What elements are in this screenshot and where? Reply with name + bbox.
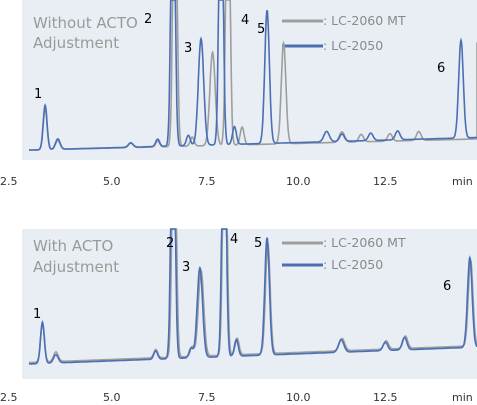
panel-2-title-line-1: With ACTO [33, 237, 113, 255]
panel-2-xtick-7-5: 7.5 [198, 391, 216, 404]
panel-1-legend-label-lc2050: : LC-2050 [323, 38, 383, 53]
panel-2-title-line-2: Adjustment [33, 258, 119, 276]
panel-1-peak-label-4: 4 [241, 13, 249, 28]
panel-2-peak-label-3: 3 [182, 260, 190, 275]
panel-1-xtick-5-0: 5.0 [103, 175, 121, 188]
panel-2-xtick-10-0: 10.0 [286, 391, 311, 404]
panel-1-background [22, 0, 477, 160]
panel-1-peak-label-6: 6 [437, 61, 445, 76]
panel-2-trace-lc2050 [28, 228, 477, 365]
panel-1-legend-label-lc2060: : LC-2060 MT [323, 13, 406, 28]
panel-1-xtick-2-5: 2.5 [0, 175, 18, 188]
panel-2-peak-label-1: 1 [33, 307, 41, 322]
panel-2-peak-label-6: 6 [443, 279, 451, 294]
panel-2-peak-label-5: 5 [254, 236, 262, 251]
panel-1-xtick-10-0: 10.0 [286, 175, 311, 188]
panel-1-peak-label-3: 3 [184, 41, 192, 56]
panel-2-legend-label-lc2060: : LC-2060 MT [323, 235, 406, 250]
panel-1-title-line-2: Adjustment [33, 34, 119, 52]
panel-2-peak-label-4: 4 [230, 232, 238, 247]
panel-2-xtick-5-0: 5.0 [103, 391, 121, 404]
panel-1-peak-label-5: 5 [257, 22, 265, 37]
panel-2-xtick-2-5: 2.5 [0, 391, 18, 404]
panel-1-title-line-1: Without ACTO [33, 14, 138, 32]
panel-1-xunit: min [452, 175, 473, 188]
panel-2-xunit: min [452, 391, 473, 404]
panel-1-trace-lc2050 [29, 0, 477, 151]
panel-2-xtick-12-5: 12.5 [373, 391, 398, 404]
panel-1-traces [29, 0, 477, 151]
panel-1-peak-label-2: 2 [144, 12, 152, 27]
panel-2-traces [28, 228, 477, 365]
panel-1-xtick-7-5: 7.5 [198, 175, 216, 188]
panel-1-xtick-12-5: 12.5 [373, 175, 398, 188]
panel-2-peak-label-2: 2 [166, 236, 174, 251]
panel-2-legend-label-lc2050: : LC-2050 [323, 257, 383, 272]
panel-2-trace-lc2060 [29, 228, 477, 364]
panel-1-peak-label-1: 1 [34, 87, 42, 102]
